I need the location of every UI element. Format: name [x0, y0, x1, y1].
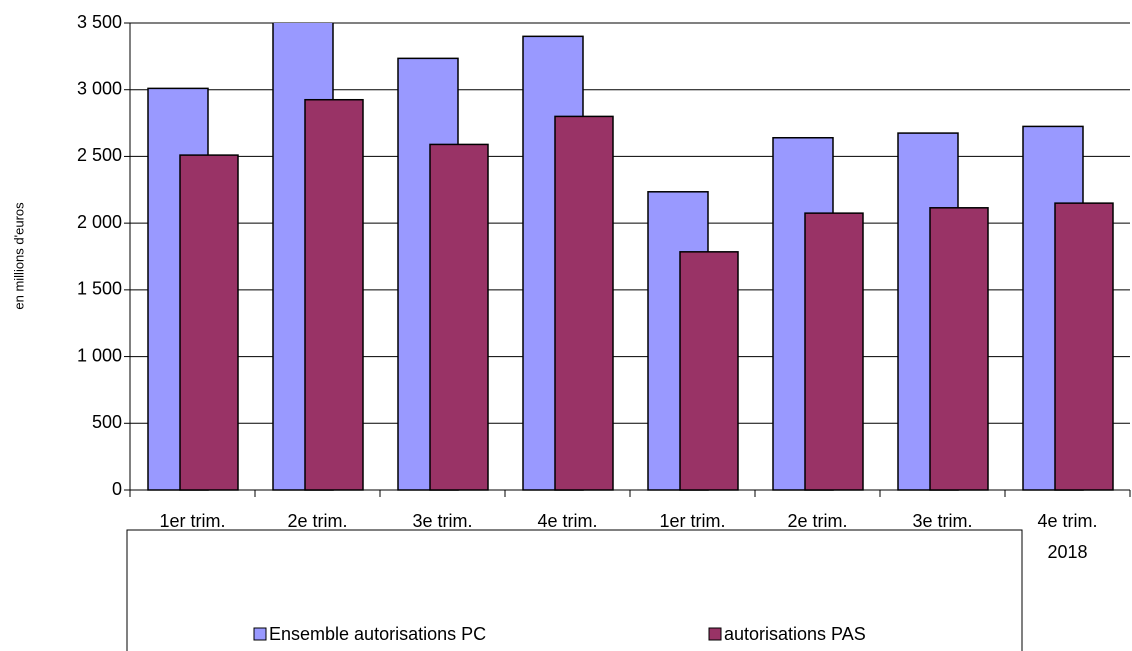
bar	[804, 212, 864, 491]
y-tick-label: 3 000	[77, 78, 122, 98]
legend-label: autorisations PAS	[724, 624, 866, 644]
x-tick-label: 2018	[1047, 542, 1087, 562]
x-tick-label: 3e trim.	[412, 511, 472, 531]
bar	[304, 98, 364, 491]
y-tick-label: 2 000	[77, 212, 122, 232]
legend-swatch	[708, 627, 722, 641]
bar	[429, 143, 489, 491]
bar	[1054, 202, 1114, 491]
y-axis-label: en millions d'euros	[11, 202, 26, 310]
x-tick-label: 1er trim.	[659, 511, 725, 531]
legend: Ensemble autorisations PC autorisations P…	[253, 624, 866, 644]
x-tick-label: 1er trim.	[159, 511, 225, 531]
x-tick-label: 2e trim.	[287, 511, 347, 531]
x-tick-label: 4e trim.	[1037, 511, 1097, 531]
x-tick-label: 4e trim.	[537, 511, 597, 531]
legend-label: Ensemble autorisations PC	[269, 624, 486, 644]
y-tick-label: 500	[92, 412, 122, 432]
y-tick-label: 3 500	[77, 12, 122, 32]
y-tick-label: 2 500	[77, 145, 122, 165]
x-tick-label: 2e trim.	[787, 511, 847, 531]
bar	[929, 207, 989, 491]
bar	[554, 115, 614, 491]
y-tick-label: 1 500	[77, 279, 122, 299]
bar	[679, 251, 739, 491]
bars	[147, 23, 1114, 491]
bar	[179, 154, 239, 491]
x-tick-label: 3e trim.	[912, 511, 972, 531]
y-tick-label: 0	[112, 479, 122, 499]
legend-swatch	[253, 627, 267, 641]
legend-box	[126, 529, 1023, 651]
y-tick-label: 1 000	[77, 345, 122, 365]
axes: 0 500 1 000 1 500 2 000 2 500 3 000 3 500 1er tr…	[77, 12, 1131, 562]
